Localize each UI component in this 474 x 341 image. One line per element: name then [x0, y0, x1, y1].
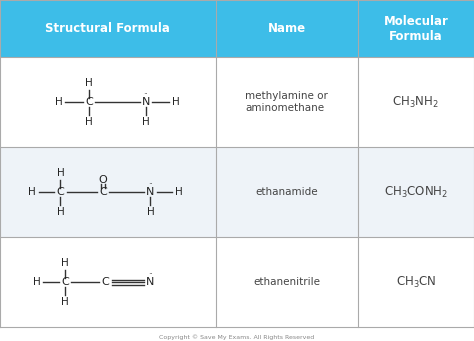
Text: H: H	[55, 97, 63, 107]
Text: H: H	[172, 97, 180, 107]
Text: N: N	[146, 277, 155, 287]
Text: H: H	[146, 207, 155, 217]
Text: H: H	[175, 187, 183, 197]
Text: H: H	[85, 77, 93, 88]
Text: H: H	[56, 207, 64, 217]
Text: C: C	[56, 187, 64, 197]
Text: C: C	[99, 187, 107, 197]
Text: ··: ··	[148, 180, 153, 189]
Text: Molecular
Formula: Molecular Formula	[383, 15, 448, 43]
Text: O: O	[99, 175, 108, 185]
Text: Copyright © Save My Exams. All Rights Reserved: Copyright © Save My Exams. All Rights Re…	[159, 334, 315, 340]
Text: C: C	[85, 97, 93, 107]
Text: ··: ··	[143, 90, 148, 99]
Text: ethanenitrile: ethanenitrile	[253, 277, 320, 287]
Bar	[0, 57, 474, 147]
Text: methylamine or
aminomethane: methylamine or aminomethane	[246, 91, 328, 113]
Text: $\mathsf{CH_3CONH_2}$: $\mathsf{CH_3CONH_2}$	[384, 185, 448, 200]
Text: N: N	[142, 97, 150, 107]
Text: Name: Name	[268, 22, 306, 35]
Text: H: H	[56, 167, 64, 178]
Text: H: H	[142, 117, 150, 127]
Bar	[0, 0, 474, 57]
Text: C: C	[61, 277, 69, 287]
Text: H: H	[33, 277, 41, 287]
Text: H: H	[28, 187, 36, 197]
Text: ··: ··	[148, 270, 153, 279]
Text: H: H	[61, 297, 69, 307]
Text: H: H	[61, 257, 69, 268]
Text: N: N	[146, 187, 155, 197]
Text: $\mathsf{CH_3CN}$: $\mathsf{CH_3CN}$	[396, 275, 436, 290]
Text: Structural Formula: Structural Formula	[46, 22, 170, 35]
Bar	[0, 237, 474, 327]
Text: C: C	[101, 277, 109, 287]
Text: H: H	[85, 117, 93, 127]
Bar	[0, 147, 474, 237]
Text: $\mathsf{CH_3NH_2}$: $\mathsf{CH_3NH_2}$	[392, 95, 439, 110]
Text: ethanamide: ethanamide	[255, 187, 318, 197]
